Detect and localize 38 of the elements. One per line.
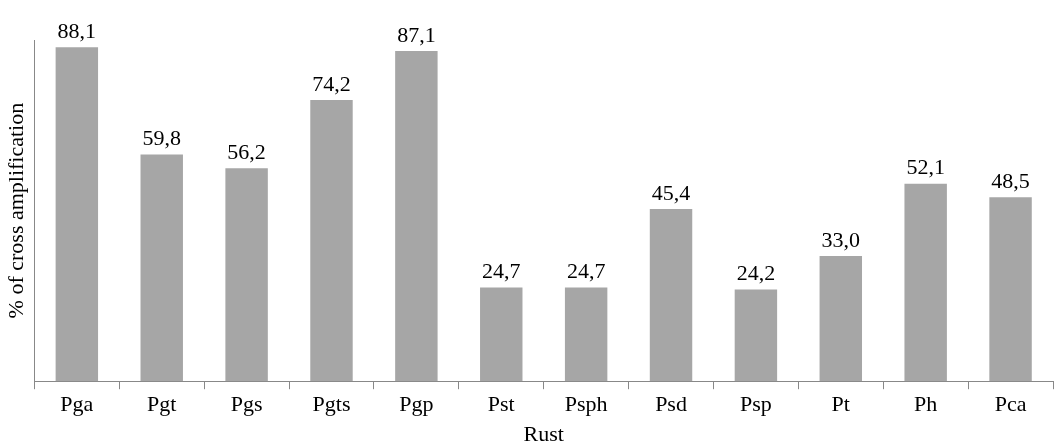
- y-axis-title: % of cross amplification: [2, 102, 28, 319]
- data-label: 59,8: [142, 125, 181, 151]
- x-tick-label: Psd: [655, 391, 687, 417]
- x-axis-title: Rust: [523, 420, 564, 446]
- data-label: 24,7: [482, 258, 521, 284]
- bar: [310, 99, 353, 382]
- bar: [564, 287, 608, 382]
- data-label: 24,7: [566, 258, 606, 284]
- bar: [649, 209, 693, 382]
- bar: [734, 289, 778, 382]
- x-tick-label: Pst: [487, 391, 515, 417]
- data-label: 56,2: [227, 138, 266, 164]
- bar: [55, 47, 99, 382]
- bar: [140, 154, 183, 382]
- x-tick-label: Pgp: [399, 391, 434, 417]
- data-label: 87,1: [397, 21, 436, 47]
- x-tick-label: Pt: [831, 391, 850, 417]
- bar: [225, 168, 268, 382]
- data-label: 33,0: [821, 226, 861, 252]
- bar: [989, 197, 1032, 382]
- data-label: 74,2: [312, 70, 351, 96]
- x-tick-label: Pga: [60, 391, 94, 417]
- data-label: 24,2: [736, 260, 776, 286]
- x-tick-label: Pca: [994, 391, 1027, 417]
- x-tick-label: Pgts: [312, 391, 351, 417]
- data-label: 48,5: [991, 168, 1030, 194]
- x-tick-label: Psp: [740, 391, 772, 417]
- x-tick-label: Ph: [914, 391, 938, 417]
- x-tick-label: Psph: [564, 391, 608, 417]
- data-label: 52,1: [906, 154, 945, 180]
- data-label: 45,4: [651, 179, 691, 205]
- bar: [480, 287, 523, 382]
- x-tick-label: Pgs: [230, 391, 263, 417]
- bar: [395, 50, 438, 382]
- data-label: 88,1: [57, 17, 97, 43]
- x-tick-label: Pgt: [147, 391, 177, 417]
- bar: [904, 183, 947, 382]
- bar: [819, 256, 863, 382]
